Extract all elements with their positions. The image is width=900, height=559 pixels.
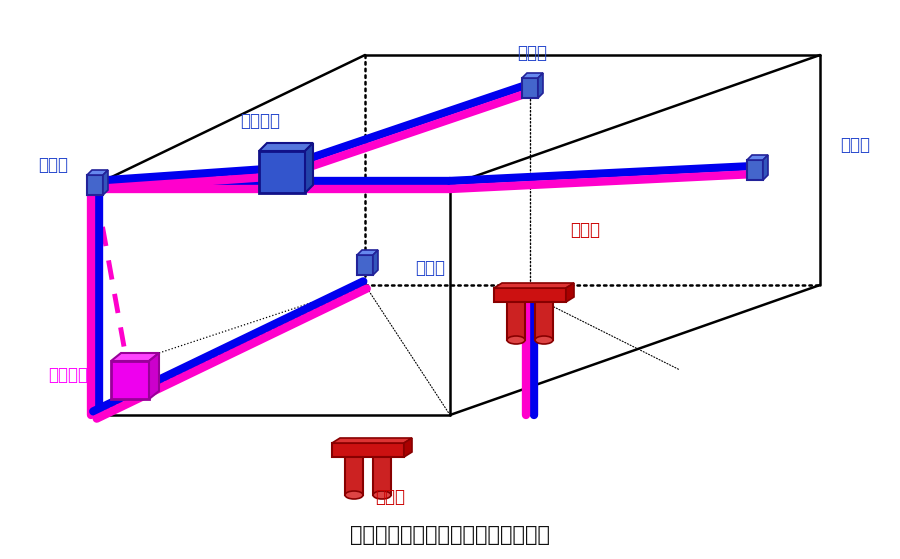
Ellipse shape xyxy=(373,491,391,499)
Polygon shape xyxy=(404,438,412,457)
Bar xyxy=(747,160,763,180)
Polygon shape xyxy=(566,283,574,302)
Polygon shape xyxy=(373,250,378,275)
Polygon shape xyxy=(747,155,768,160)
Text: 沈下計: 沈下計 xyxy=(840,136,870,154)
Polygon shape xyxy=(103,170,108,195)
Text: システム: システム xyxy=(48,366,88,384)
Text: 沈下計: 沈下計 xyxy=(415,259,445,277)
Bar xyxy=(522,78,538,98)
Text: 沈下計: 沈下計 xyxy=(38,156,68,174)
Polygon shape xyxy=(111,353,159,361)
Polygon shape xyxy=(332,438,412,443)
Text: 傾斜計: 傾斜計 xyxy=(375,488,405,506)
Ellipse shape xyxy=(507,336,525,344)
Polygon shape xyxy=(305,143,313,193)
Polygon shape xyxy=(538,73,543,98)
Bar xyxy=(259,151,305,193)
Text: 計器配置及び配管・配線イメージ図: 計器配置及び配管・配線イメージ図 xyxy=(350,525,550,545)
Polygon shape xyxy=(149,353,159,399)
Bar xyxy=(345,457,363,495)
Polygon shape xyxy=(763,155,768,180)
Polygon shape xyxy=(87,170,108,175)
Bar xyxy=(494,288,566,302)
Ellipse shape xyxy=(535,336,553,344)
Bar xyxy=(373,457,391,495)
Bar xyxy=(87,175,103,195)
Text: 基準装置: 基準装置 xyxy=(240,112,280,130)
Bar xyxy=(357,255,373,275)
Bar xyxy=(507,302,525,340)
Polygon shape xyxy=(494,283,574,288)
Polygon shape xyxy=(522,73,543,78)
Text: 沈下計: 沈下計 xyxy=(517,44,547,62)
Polygon shape xyxy=(259,143,313,151)
Polygon shape xyxy=(357,250,378,255)
Text: 傾斜計: 傾斜計 xyxy=(570,221,600,239)
Bar xyxy=(111,361,149,399)
Ellipse shape xyxy=(345,491,363,499)
Bar xyxy=(332,443,404,457)
Bar xyxy=(535,302,553,340)
